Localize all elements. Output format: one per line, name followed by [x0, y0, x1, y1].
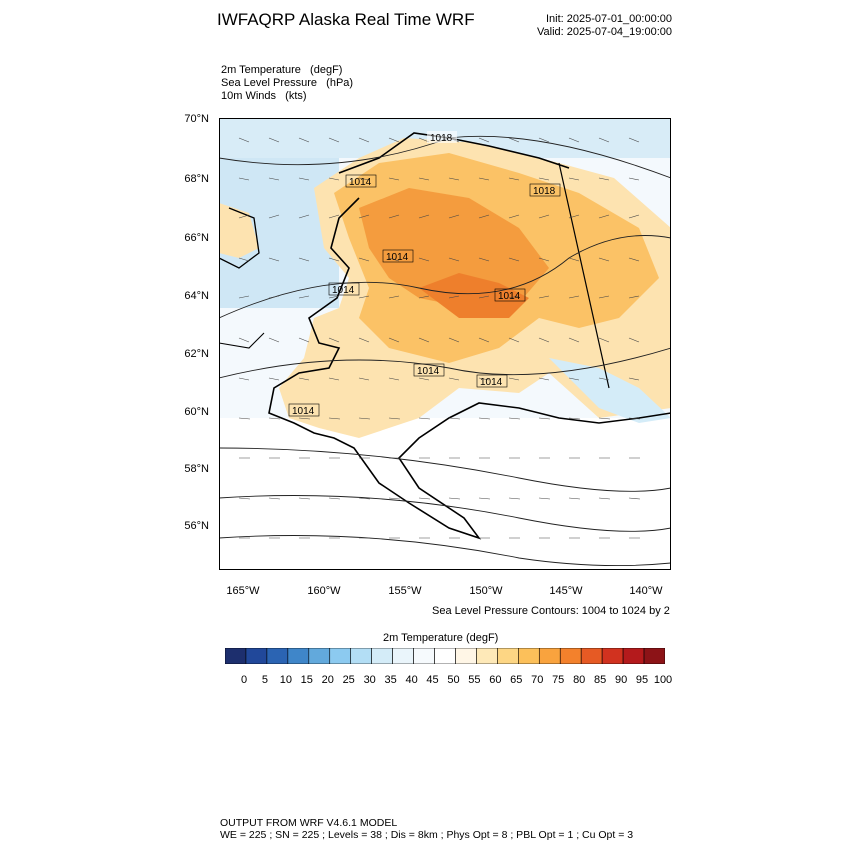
plot-frame: [219, 118, 671, 570]
model-version: OUTPUT FROM WRF V4.6.1 MODEL: [220, 817, 398, 829]
colorbar-label: 25: [342, 674, 355, 686]
field-list: 2m Temperature (degF) Sea Level Pressure…: [221, 64, 353, 103]
colorbar-label: 85: [593, 674, 607, 686]
run-times: Init: 2025-07-01_00:00:00 Valid: 2025-07…: [537, 13, 672, 39]
colorbar-label: 70: [531, 674, 544, 686]
seward-coast: [219, 207, 260, 269]
colorbar-swatch: [601, 648, 624, 664]
contour-label: 1014: [292, 406, 315, 417]
contour-note: Sea Level Pressure Contours: 1004 to 102…: [432, 605, 670, 617]
colorbar-label: 20: [321, 674, 334, 686]
gulf-area: [219, 418, 671, 570]
wind-barbs: [238, 137, 641, 539]
colorbar-swatch: [476, 648, 498, 664]
colorbar-swatch: [413, 648, 435, 664]
colorbar-label: 5: [261, 674, 268, 686]
lon-label: 155°W: [388, 585, 422, 597]
lat-label: 60°N: [184, 406, 209, 418]
colorbar-swatch: [580, 648, 603, 664]
canada-border: [558, 162, 610, 389]
lat-label: 66°N: [184, 232, 209, 244]
colorbar-swatch: [392, 648, 414, 664]
peninsula-fill: [219, 203, 259, 258]
colorbar-swatch: [497, 648, 519, 664]
lon-label: 145°W: [549, 585, 583, 597]
land-hottest: [419, 273, 529, 318]
colorbar-label: 65: [510, 674, 523, 686]
lat-label: 70°N: [184, 113, 209, 125]
colorbar-swatch: [371, 648, 393, 664]
colorbar-swatch: [622, 648, 645, 664]
map-plot: 1018 1014 1018 1014 1014 1014 1014 1014 …: [219, 118, 671, 570]
contour-label: 1018: [430, 133, 453, 144]
colorbar-swatch: [225, 648, 247, 664]
isobars: [219, 135, 671, 567]
contour-label: 1014: [349, 177, 372, 188]
island-coast: [219, 332, 265, 349]
map-title: IWFAQRP Alaska Real Time WRF: [217, 10, 475, 29]
colorbar-swatch: [266, 648, 289, 664]
contour-label: 1018: [533, 186, 556, 197]
colorbar-label: 80: [573, 674, 586, 686]
colorbar-swatch: [643, 648, 665, 664]
lat-label: 64°N: [184, 290, 209, 302]
colorbar-swatch: [434, 648, 456, 664]
lat-label: 58°N: [184, 463, 209, 475]
field-pressure: Sea Level Pressure (hPa): [221, 77, 354, 89]
valid-time: Valid: 2025-07-04_19:00:00: [537, 26, 672, 38]
lat-label: 56°N: [184, 520, 209, 532]
land-hot: [359, 188, 549, 308]
contour-label: 1014: [480, 377, 503, 388]
colorbar-swatch: [559, 648, 582, 664]
colorbar-swatch: [329, 648, 352, 664]
lat-label: 68°N: [184, 173, 209, 185]
colorbar-label: 55: [468, 674, 481, 686]
lon-label: 160°W: [307, 585, 341, 597]
colorbar-swatch: [538, 648, 561, 664]
colorbar-swatch: [245, 648, 268, 664]
colorbar-label: 100: [653, 674, 673, 686]
field-winds: 10m Winds (kts): [221, 90, 307, 102]
contour-label: 1014: [386, 252, 409, 263]
model-footer: OUTPUT FROM WRF V4.6.1 MODEL WE = 225 ; …: [220, 817, 633, 841]
colorbar: [225, 648, 665, 664]
field-temperature: 2m Temperature (degF): [221, 64, 343, 76]
colorbar-title: 2m Temperature (degF): [383, 632, 499, 644]
colorbar-swatch: [455, 648, 477, 664]
init-time: Init: 2025-07-01_00:00:00: [546, 13, 672, 25]
contour-label: 1014: [417, 366, 440, 377]
colorbar-swatch: [518, 648, 540, 664]
lon-label: 140°W: [629, 585, 663, 597]
contour-labels: 1018 1014 1018 1014 1014 1014 1014 1014 …: [288, 131, 561, 417]
lon-label: 165°W: [226, 585, 260, 597]
colorbar-swatch: [287, 648, 310, 664]
contour-label: 1014: [498, 291, 521, 302]
colorbar-label: 90: [614, 674, 628, 686]
colorbar-label: 35: [384, 674, 397, 686]
colorbar-label: 45: [426, 674, 439, 686]
colorbar-label: 75: [552, 674, 565, 686]
colorbar-swatch: [308, 648, 331, 664]
lat-label: 62°N: [184, 348, 209, 360]
colorbar-label: 15: [300, 674, 313, 686]
colorbar-label: 50: [447, 674, 460, 686]
cool-mountain-area: [549, 358, 671, 423]
colorbar-swatch: [350, 648, 372, 664]
lon-label: 150°W: [469, 585, 503, 597]
colorbar-label: 0: [240, 674, 248, 686]
colorbar-label: 40: [405, 674, 418, 686]
contour-label: 1014: [332, 285, 355, 296]
colorbar-label: 30: [363, 674, 376, 686]
colorbar-label: 10: [279, 674, 293, 686]
colorbar-label: 95: [635, 674, 649, 686]
model-config: WE = 225 ; SN = 225 ; Levels = 38 ; Dis …: [220, 829, 634, 841]
colorbar-label: 60: [489, 674, 502, 686]
